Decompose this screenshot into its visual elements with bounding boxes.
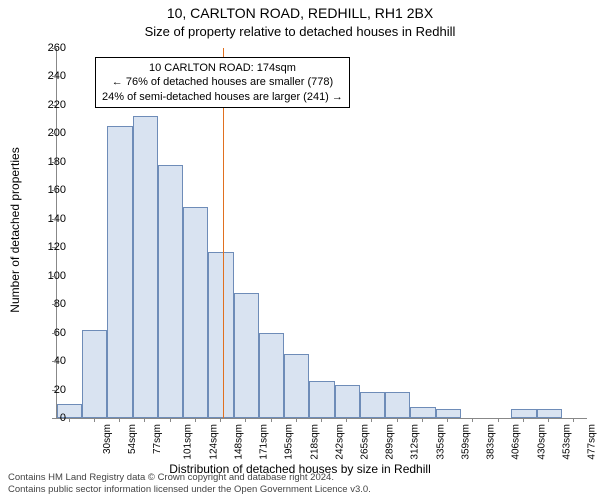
footer-line-1: Contains HM Land Registry data © Crown c…: [8, 472, 371, 484]
annotation-line-1: 10 CARLTON ROAD: 174sqm: [102, 61, 343, 75]
x-tick-mark: [548, 418, 549, 422]
x-tick-label: 430sqm: [536, 424, 547, 460]
x-tick-label: 453sqm: [561, 424, 572, 460]
x-tick-mark: [119, 418, 120, 422]
histogram-bar: [309, 381, 334, 418]
y-tick-mark: [52, 361, 56, 362]
histogram-bar: [234, 293, 259, 418]
histogram-bar: [284, 354, 309, 418]
histogram-bar: [537, 409, 562, 418]
x-tick-label: 383sqm: [486, 424, 497, 460]
x-tick-label: 477sqm: [587, 424, 598, 460]
x-tick-mark: [296, 418, 297, 422]
x-tick-mark: [397, 418, 398, 422]
x-tick-mark: [321, 418, 322, 422]
x-tick-mark: [447, 418, 448, 422]
y-tick-mark: [52, 48, 56, 49]
x-tick-mark: [195, 418, 196, 422]
x-tick-label: 54sqm: [127, 424, 138, 454]
chart-title-subtitle: Size of property relative to detached ho…: [0, 24, 600, 39]
annotation-line-2: ← 76% of detached houses are smaller (77…: [102, 75, 343, 89]
y-tick-mark: [52, 76, 56, 77]
histogram-bar: [107, 126, 132, 418]
histogram-bar: [158, 165, 183, 418]
x-tick-label: 359sqm: [461, 424, 472, 460]
histogram-bar: [436, 409, 461, 418]
x-tick-label: 77sqm: [152, 424, 163, 454]
x-tick-mark: [144, 418, 145, 422]
y-tick-mark: [52, 304, 56, 305]
x-tick-label: 148sqm: [233, 424, 244, 460]
x-tick-mark: [523, 418, 524, 422]
annotation-box: 10 CARLTON ROAD: 174sqm ← 76% of detache…: [95, 57, 350, 108]
histogram-bar: [335, 385, 360, 418]
x-tick-label: 265sqm: [360, 424, 371, 460]
x-tick-mark: [573, 418, 574, 422]
footer-line-2: Contains public sector information licen…: [8, 484, 371, 496]
y-tick-mark: [52, 418, 56, 419]
annotation-line-3: 24% of semi-detached houses are larger (…: [102, 90, 343, 104]
x-tick-mark: [245, 418, 246, 422]
x-tick-mark: [220, 418, 221, 422]
x-tick-label: 406sqm: [511, 424, 522, 460]
histogram-bar: [360, 392, 385, 418]
histogram-bar: [410, 407, 435, 418]
chart-title-address: 10, CARLTON ROAD, REDHILL, RH1 2BX: [0, 5, 600, 21]
x-tick-label: 289sqm: [385, 424, 396, 460]
footer-attribution: Contains HM Land Registry data © Crown c…: [8, 472, 371, 496]
histogram-bar: [183, 207, 208, 418]
y-tick-mark: [52, 247, 56, 248]
y-tick-mark: [52, 105, 56, 106]
x-tick-mark: [498, 418, 499, 422]
y-tick-mark: [52, 133, 56, 134]
histogram-bar: [133, 116, 158, 418]
x-tick-mark: [69, 418, 70, 422]
y-tick-mark: [52, 276, 56, 277]
y-tick-mark: [52, 333, 56, 334]
x-tick-mark: [346, 418, 347, 422]
histogram-bar: [511, 409, 536, 418]
y-tick-mark: [52, 190, 56, 191]
x-tick-label: 101sqm: [183, 424, 194, 460]
x-tick-mark: [422, 418, 423, 422]
x-tick-mark: [170, 418, 171, 422]
histogram-bar: [385, 392, 410, 418]
x-tick-mark: [94, 418, 95, 422]
x-tick-label: 312sqm: [410, 424, 421, 460]
histogram-bar: [208, 252, 233, 419]
x-tick-label: 242sqm: [334, 424, 345, 460]
x-tick-label: 171sqm: [259, 424, 270, 460]
y-tick-mark: [52, 390, 56, 391]
x-tick-label: 195sqm: [284, 424, 295, 460]
x-tick-mark: [271, 418, 272, 422]
y-axis-label: Number of detached properties: [8, 65, 22, 230]
y-tick-mark: [52, 219, 56, 220]
x-tick-label: 335sqm: [435, 424, 446, 460]
x-tick-mark: [371, 418, 372, 422]
y-tick-mark: [52, 162, 56, 163]
x-tick-label: 124sqm: [208, 424, 219, 460]
x-tick-mark: [472, 418, 473, 422]
histogram-bar: [82, 330, 107, 418]
histogram-bar: [259, 333, 284, 418]
x-tick-label: 30sqm: [102, 424, 113, 454]
x-tick-label: 218sqm: [309, 424, 320, 460]
